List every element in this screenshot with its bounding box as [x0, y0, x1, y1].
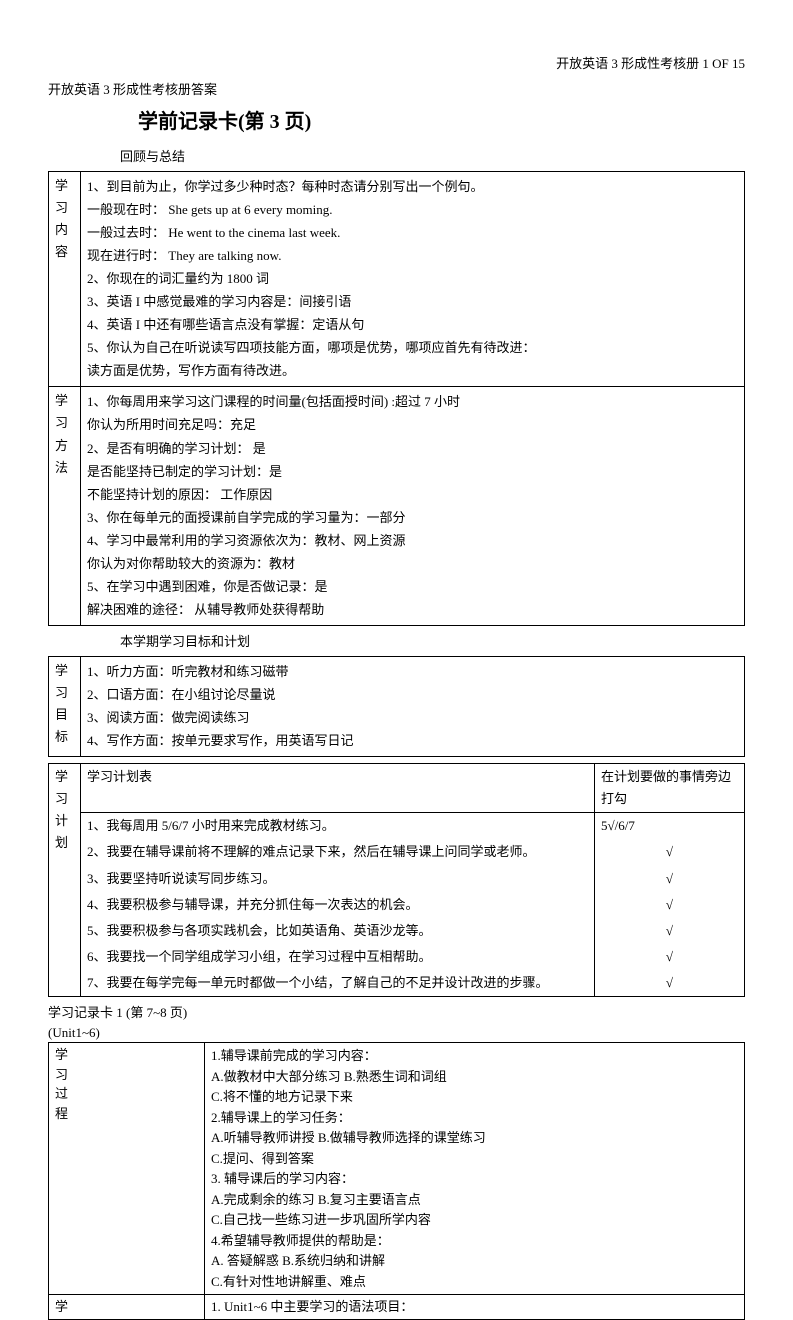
content-cell-1: 1、到目前为止，你学过多少种时态？每种时态请分别写出一个例句。 一般现在时： S… — [81, 171, 745, 387]
content-cell-goal: 1、听力方面：听完教材和练习磁带 2、口语方面：在小组讨论尽量说 3、阅读方面：… — [81, 656, 745, 756]
plan-row: 3、我要坚持听说读写同步练习。 — [81, 866, 595, 892]
record-title-1: 学习记录卡 1 (第 7~8 页) — [48, 1003, 745, 1023]
content-bottom: 1. Unit1~6 中主要学习的语法项目： — [205, 1295, 745, 1320]
content-cell-2: 1、你每周用来学习这门课程的时间量(包括面授时间) :超过 7 小时 你认为所用… — [81, 387, 745, 626]
plan-check: √ — [595, 970, 745, 997]
plan-check: √ — [595, 892, 745, 918]
content-cell-process: 1.辅导课前完成的学习内容： A.做教材中大部分练习 B.熟悉生词和词组 C.将… — [205, 1043, 745, 1295]
plan-row: 7、我要在每学完每一单元时都做一个小结，了解自己的不足并设计改进的步骤。 — [81, 970, 595, 997]
plan-row: 4、我要积极参与辅导课，并充分抓住每一次表达的机会。 — [81, 892, 595, 918]
plan-row: 2、我要在辅导课前将不理解的难点记录下来，然后在辅导课上问同学或老师。 — [81, 839, 595, 865]
label-plan: 学 习 计 划 — [49, 764, 81, 997]
label-process: 学 习 过 程 — [49, 1043, 205, 1295]
label-method: 学 习 方 法 — [49, 387, 81, 626]
plan-check: √ — [595, 918, 745, 944]
plan-row: 6、我要找一个同学组成学习小组，在学习过程中互相帮助。 — [81, 944, 595, 970]
label-goal: 学 习 目 标 — [49, 656, 81, 756]
header-right: 开放英语 3 形成性考核册 1 OF 15 — [48, 54, 745, 74]
subtitle-review: 回顾与总结 — [120, 147, 745, 167]
plan-row: 1、我每周用 5/6/7 小时用来完成教材练习。 — [81, 813, 595, 840]
plan-header-left: 学习计划表 — [81, 764, 595, 813]
section-process-table: 学 习 过 程 1.辅导课前完成的学习内容： A.做教材中大部分练习 B.熟悉生… — [48, 1042, 745, 1320]
label-bottom: 学 — [49, 1295, 205, 1320]
plan-row: 5、我要积极参与各项实践机会，比如英语角、英语沙龙等。 — [81, 918, 595, 944]
subtitle-plan: 本学期学习目标和计划 — [120, 632, 745, 652]
plan-check: √ — [595, 944, 745, 970]
page-title: 学前记录卡(第 3 页) — [138, 107, 745, 137]
plan-check: 5√/6/7 — [595, 813, 745, 840]
label-content: 学 习 内 容 — [49, 171, 81, 387]
header-left: 开放英语 3 形成性考核册答案 — [48, 80, 745, 100]
section-plan-table: 学 习 计 划 学习计划表 在计划要做的事情旁边打勾 1、我每周用 5/6/7 … — [48, 763, 745, 997]
plan-check: √ — [595, 866, 745, 892]
section-goal-table: 学 习 目 标 1、听力方面：听完教材和练习磁带 2、口语方面：在小组讨论尽量说… — [48, 656, 745, 757]
plan-check: √ — [595, 839, 745, 865]
section-content-table: 学 习 内 容 1、到目前为止，你学过多少种时态？每种时态请分别写出一个例句。 … — [48, 171, 745, 627]
plan-header-right: 在计划要做的事情旁边打勾 — [595, 764, 745, 813]
record-title-2: (Unit1~6) — [48, 1023, 745, 1043]
